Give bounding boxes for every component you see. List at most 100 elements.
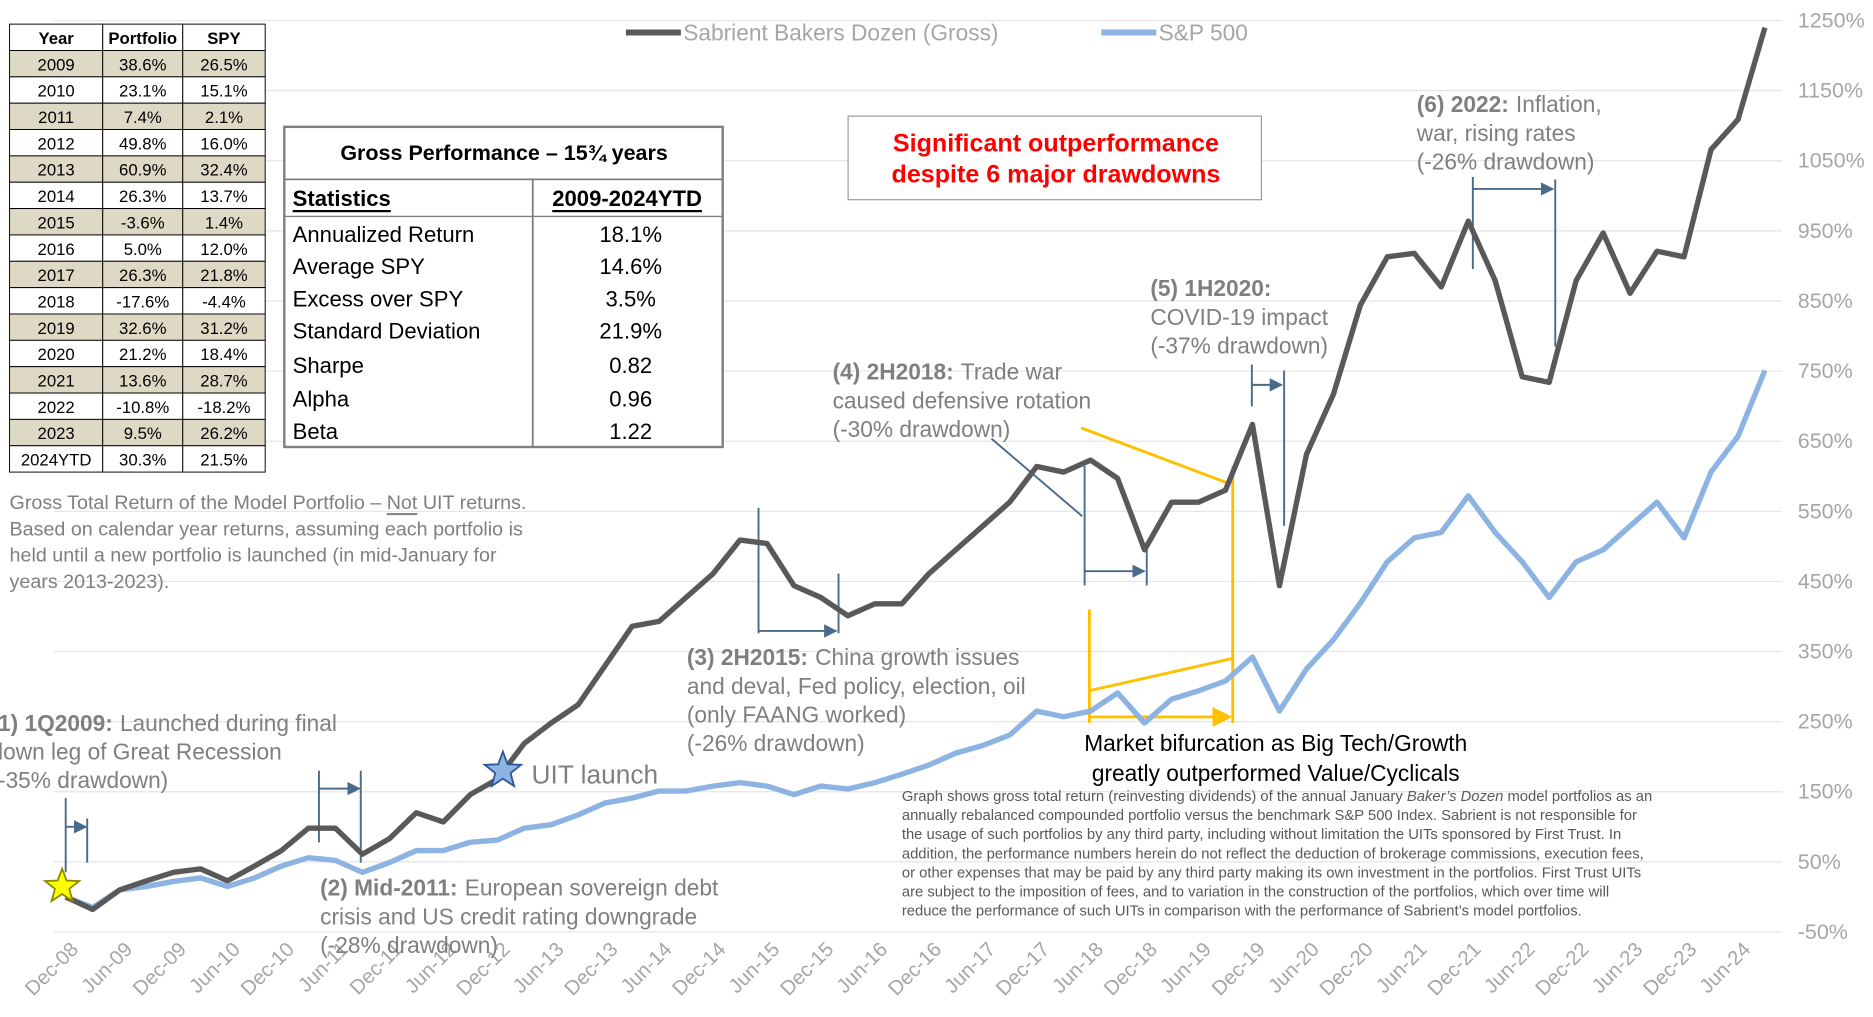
annotation-line: (2) Mid-2011: European sovereign debt [320, 875, 719, 901]
stats-label: Excess over SPY [293, 286, 464, 311]
table-cell [9, 287, 104, 315]
table-header: Year [38, 29, 74, 48]
disclaimer-part: Baker’s Dozen [1407, 789, 1504, 805]
x-tick-label: Jun-22 [1480, 939, 1539, 998]
x-tick-label: Dec-13 [561, 939, 623, 1001]
table-cell [102, 155, 184, 183]
launch-star [42, 866, 82, 904]
table-text: 2009 [38, 55, 75, 74]
gross-note-part: held until a new portfolio is launched (… [10, 545, 497, 567]
stats-value: 0.96 [609, 387, 652, 412]
stats-value: 14.6% [599, 254, 662, 279]
stats-header: 2009-2024YTD [552, 186, 702, 211]
disclaimer: the usage of such portfolios by any thir… [902, 827, 1621, 843]
disclaimer: annually rebalanced compounded portfolio… [902, 808, 1637, 824]
table-cell [102, 366, 184, 394]
table-text: 13.6% [119, 372, 167, 391]
annotation-text: war, rising rates [1416, 120, 1576, 146]
table-cell [9, 129, 104, 157]
table-text: -3.6% [121, 213, 165, 232]
disclaimer-part: the usage of such portfolios by any thir… [902, 827, 1621, 843]
uit-star [482, 748, 524, 789]
gross-note-part: years 2013-2023). [10, 571, 170, 593]
gross-note: years 2013-2023). [10, 571, 170, 593]
table-text: 26.3% [119, 187, 167, 206]
stats-value: 18.1% [599, 222, 662, 247]
annotation-heading: (2) Mid-2011: [320, 875, 457, 901]
table-cell [102, 339, 184, 368]
table-text: 21.2% [119, 345, 167, 364]
annotation-line: (1) 1Q2009: Launched during final [0, 710, 337, 736]
annotation-text: China growth issues [815, 644, 1019, 670]
table-cell [182, 23, 266, 51]
y-tick-label: 450% [1798, 569, 1853, 593]
stats-label: Alpha [293, 387, 350, 412]
table-text: 26.2% [200, 424, 248, 443]
annotation-heading: (5) 1H2020: [1150, 275, 1271, 301]
table-text: -17.6% [116, 293, 169, 312]
table-cell [102, 418, 184, 447]
table-text: 21.5% [200, 451, 248, 470]
callout-box [847, 115, 1263, 201]
x-tick-label: Jun-13 [509, 939, 568, 998]
bifurcation-text: greatly outperformed Value/Cyclicals [1092, 760, 1460, 786]
disclaimer: reduce the performance of such UITs in c… [902, 904, 1582, 920]
table-text: 2014 [38, 187, 75, 206]
table-cell [102, 287, 184, 315]
x-tick-label: Jun-17 [941, 939, 1000, 998]
x-tick-label: Dec-20 [1316, 939, 1378, 1001]
disclaimer-part: Graph shows gross total return (reinvest… [902, 789, 1407, 805]
annotation-line: (4) 2H2018: Trade war [833, 359, 1063, 385]
table-text: 2024YTD [21, 451, 92, 470]
table-text: 60.9% [119, 161, 167, 180]
table-text: 16.0% [200, 134, 248, 153]
table-text: 2012 [38, 134, 75, 153]
annotation-text: Trade war [961, 359, 1063, 385]
y-tick-label: 950% [1798, 219, 1853, 243]
disclaimer-part: model portfolios as an [1503, 789, 1652, 805]
y-tick-label: -50% [1798, 920, 1848, 944]
annotation-heading: (1) 1Q2009: [0, 710, 113, 736]
table-cell [9, 181, 104, 210]
table-text: 2020 [38, 345, 75, 364]
table-cell [182, 418, 266, 447]
table-text: 32.4% [200, 161, 248, 180]
x-tick-label: Dec-17 [992, 939, 1054, 1001]
annotation-text: (-26% drawdown) [687, 730, 865, 756]
table-text: 2.1% [205, 108, 243, 127]
x-tick-label: Dec-08 [21, 939, 83, 1001]
annotation-text: Launched during final [120, 710, 337, 736]
table-cell [182, 129, 266, 157]
disclaimer-part: reduce the performance of such UITs in c… [902, 904, 1582, 920]
table-cell [9, 76, 104, 104]
stats-header: Statistics [293, 186, 391, 211]
y-tick-label: 50% [1798, 850, 1841, 874]
x-tick-label: Jun-16 [833, 939, 892, 998]
table-text: 1.4% [205, 213, 243, 232]
table-text: 2023 [38, 424, 75, 443]
table-text: 2016 [38, 240, 75, 259]
y-tick-label: 850% [1798, 289, 1853, 313]
x-tick-label: Dec-15 [776, 939, 838, 1001]
table-text: 26.3% [119, 266, 167, 285]
x-tick-label: Dec-14 [669, 939, 731, 1001]
gross-note-part: Based on calendar year returns, assuming… [10, 518, 523, 540]
x-tick-label: Jun-20 [1264, 939, 1323, 998]
x-tick-label: Dec-21 [1424, 939, 1486, 1001]
series [64, 26, 1768, 913]
annotation-line: (6) 2022: Inflation, [1417, 91, 1602, 117]
annotation-heading: (4) 2H2018: [833, 359, 954, 385]
stats-value: 3.5% [606, 286, 656, 311]
table-cell [102, 102, 184, 131]
y-tick-label: 750% [1798, 359, 1853, 383]
table-text: 13.7% [200, 187, 248, 206]
annotation-text: and deval, Fed policy, election, oil [687, 673, 1026, 699]
x-tick-label: Jun-23 [1588, 939, 1647, 998]
y-tick-label: 650% [1798, 429, 1853, 453]
disclaimer: are subject to the imposition of fees, a… [902, 885, 1609, 901]
stats-value: 0.82 [609, 353, 652, 378]
stats-label: Standard Deviation [293, 319, 481, 344]
disclaimer-part: are subject to the imposition of fees, a… [902, 885, 1609, 901]
table-text: 2018 [38, 293, 75, 312]
